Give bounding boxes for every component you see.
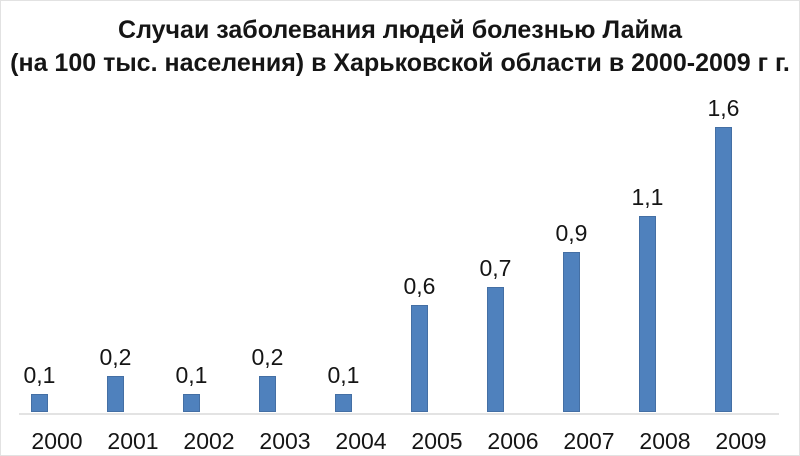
bar-2001 <box>107 376 124 412</box>
bar-2007 <box>563 252 580 412</box>
bar-2000 <box>31 394 48 412</box>
x-axis-line <box>19 413 779 415</box>
chart-title-line-1: Случаи заболевания людей болезнью Лайма <box>118 16 682 44</box>
x-axis-label-2001: 2001 <box>107 428 159 454</box>
x-axis-label-2000: 2000 <box>31 428 83 454</box>
x-axis-label-2002: 2002 <box>183 428 235 454</box>
bar-2005 <box>411 305 428 412</box>
data-label-2004: 0,1 <box>327 362 360 388</box>
x-axis-label-2005: 2005 <box>411 428 463 454</box>
x-axis-label-2006: 2006 <box>487 428 539 454</box>
bar-2003 <box>259 376 276 412</box>
data-label-2005: 0,6 <box>403 273 436 299</box>
data-label-2008: 1,1 <box>631 184 664 210</box>
bar-2006 <box>487 287 504 412</box>
data-label-2006: 0,7 <box>479 255 512 281</box>
x-axis-label-2003: 2003 <box>259 428 311 454</box>
data-label-2002: 0,1 <box>175 362 208 388</box>
x-axis-label-2007: 2007 <box>563 428 615 454</box>
bar-2008 <box>639 216 656 412</box>
data-label-2009: 1,6 <box>707 95 740 121</box>
data-label-2000: 0,1 <box>23 362 56 388</box>
data-label-2007: 0,9 <box>555 220 588 246</box>
bar-2009 <box>715 127 732 412</box>
x-axis-label-2004: 2004 <box>335 428 387 454</box>
x-axis-label-2008: 2008 <box>639 428 691 454</box>
chart-title-line-2: (на 100 тыс. населения) в Харьковской об… <box>10 49 790 77</box>
data-label-2003: 0,2 <box>251 344 284 370</box>
bar-2002 <box>183 394 200 412</box>
data-label-2001: 0,2 <box>99 344 132 370</box>
bar-2004 <box>335 394 352 412</box>
chart-title: Случаи заболевания людей болезнью Лайма … <box>1 14 799 80</box>
x-axis-label-2009: 2009 <box>715 428 767 454</box>
